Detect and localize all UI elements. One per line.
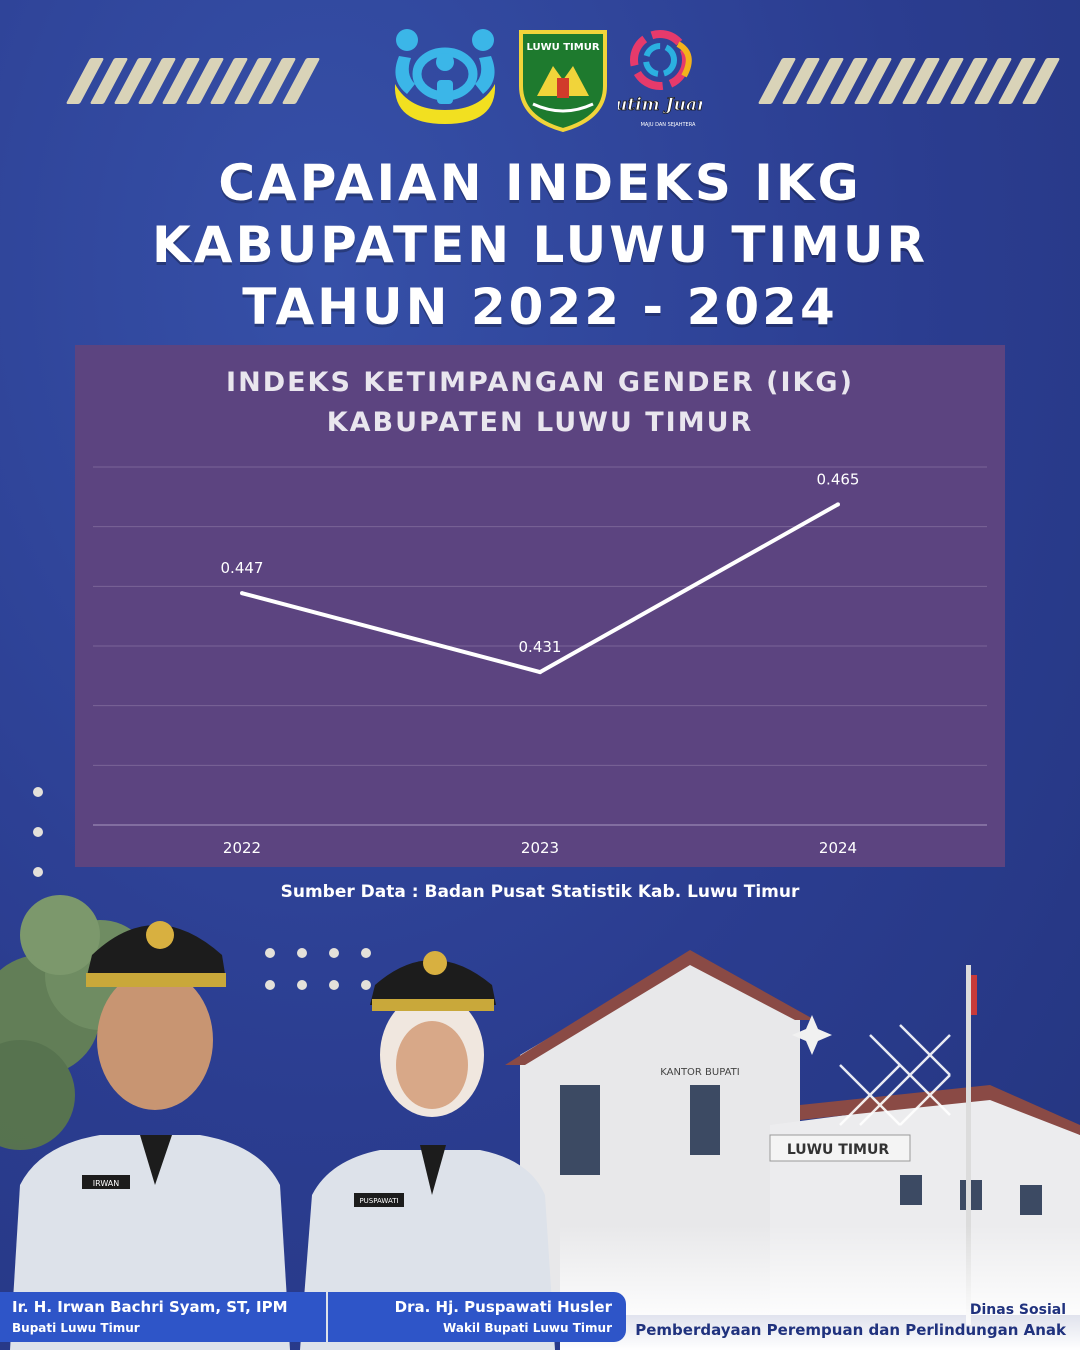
official-2-role: Wakil Bupati Luwu Timur xyxy=(443,1321,612,1335)
x-tick-label: 2023 xyxy=(521,839,559,857)
department-line-2: Pemberdayaan Perempuan dan Perlindungan … xyxy=(635,1321,1066,1339)
official-1-card: Ir. H. Irwan Bachri Syam, ST, IPM Bupati… xyxy=(0,1292,326,1342)
office-scene: KANTOR BUPATI LUWU TIMUR IRWAN xyxy=(0,895,1080,1350)
lutim-juara-text: Lutim Juara xyxy=(618,95,702,115)
x-tick-label: 2022 xyxy=(223,839,261,857)
department-label: Dinas Sosial Pemberdayaan Perempuan dan … xyxy=(635,1302,1066,1339)
chart-title-line-2: KABUPATEN LUWU TIMUR xyxy=(326,407,754,438)
building-sign-luwu: LUWU TIMUR xyxy=(787,1142,890,1158)
data-point xyxy=(538,670,542,675)
official-2-portrait: PUSPAWATI xyxy=(300,951,555,1350)
data-label: 0.465 xyxy=(817,470,860,488)
department-line-1: Dinas Sosial xyxy=(969,1302,1066,1318)
luwu-timur-emblem: LUWU TIMUR xyxy=(519,30,607,132)
data-point xyxy=(240,591,244,596)
page-title: CAPAIAN INDEKS IKG KABUPATEN LUWU TIMUR … xyxy=(0,152,1080,338)
title-line-1: CAPAIAN INDEKS IKG xyxy=(218,154,862,212)
title-line-2: KABUPATEN LUWU TIMUR xyxy=(152,216,928,274)
child-protection-logo xyxy=(394,29,496,124)
crosshatch-pattern xyxy=(839,1024,951,1126)
star-sparkle-icon xyxy=(792,1015,832,1055)
official-2-badge: PUSPAWATI xyxy=(359,1197,398,1205)
chart-panel: INDEKS KETIMPANGAN GENDER (IKG) KABUPATE… xyxy=(75,345,1005,867)
emblem-text: LUWU TIMUR xyxy=(526,42,599,53)
official-2-card: Dra. Hj. Puspawati Husler Wakil Bupati L… xyxy=(328,1292,626,1342)
stripes-left xyxy=(65,58,321,104)
lutim-juara-logo: Lutim Juara MAJU DAN SEJAHTERA xyxy=(618,30,702,128)
data-point xyxy=(836,502,840,507)
official-1-name: Ir. H. Irwan Bachri Syam, ST, IPM xyxy=(12,1298,288,1316)
building-sign-kantor: KANTOR BUPATI xyxy=(660,1067,740,1078)
decorative-dot-grid xyxy=(265,948,371,990)
source-text: Sumber Data : Badan Pusat Statistik Kab.… xyxy=(280,882,800,902)
chart-title: INDEKS KETIMPANGAN GENDER (IKG) KABUPATE… xyxy=(75,363,1005,443)
official-2-name: Dra. Hj. Puspawati Husler xyxy=(394,1298,612,1316)
chart-title-line-1: INDEKS KETIMPANGAN GENDER (IKG) xyxy=(226,367,854,398)
official-1-badge: IRWAN xyxy=(93,1179,120,1188)
data-label: 0.447 xyxy=(221,559,264,577)
official-1-role: Bupati Luwu Timur xyxy=(12,1321,140,1335)
x-tick-label: 2024 xyxy=(819,839,857,857)
line-chart: 0.447 2022 0.431 2023 0.465 2024 xyxy=(93,466,987,857)
title-line-3: TAHUN 2022 - 2024 xyxy=(242,278,838,336)
stripes-right xyxy=(757,58,1061,104)
data-label: 0.431 xyxy=(519,638,562,656)
decorative-dots xyxy=(33,787,43,907)
lutim-juara-tagline: MAJU DAN SEJAHTERA xyxy=(641,122,696,128)
